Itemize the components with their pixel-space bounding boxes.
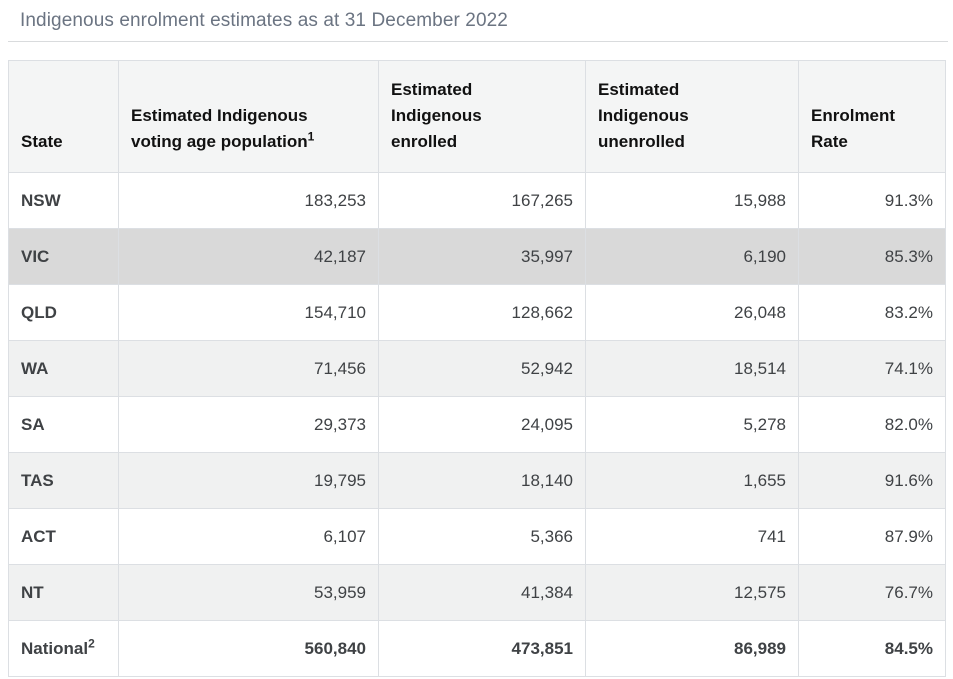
column-header-state: State: [8, 60, 119, 173]
enrolment-rate-cell: 84.5%: [798, 620, 946, 677]
table-row-qld: QLD 154,710 128,662 26,048 83.2%: [8, 284, 946, 341]
state-cell: VIC: [8, 228, 119, 285]
population-cell: 6,107: [118, 508, 379, 565]
state-cell: TAS: [8, 452, 119, 509]
unenrolled-cell: 741: [585, 508, 799, 565]
enrolment-rate-cell: 83.2%: [798, 284, 946, 341]
unenrolled-cell: 6,190: [585, 228, 799, 285]
state-cell: WA: [8, 340, 119, 397]
enrolled-cell: 18,140: [378, 452, 586, 509]
unenrolled-cell: 5,278: [585, 396, 799, 453]
enrolled-cell: 35,997: [378, 228, 586, 285]
enrolled-cell: 473,851: [378, 620, 586, 677]
population-cell: 42,187: [118, 228, 379, 285]
unenrolled-cell: 86,989: [585, 620, 799, 677]
column-header-unenrolled: Estimated Indigenous unenrolled: [585, 60, 799, 173]
population-cell: 53,959: [118, 564, 379, 621]
enrolment-rate-cell: 91.3%: [798, 172, 946, 229]
population-cell: 183,253: [118, 172, 379, 229]
enrolled-cell: 52,942: [378, 340, 586, 397]
column-header-voting-age-population: Estimated Indigenous voting age populati…: [118, 60, 379, 173]
unenrolled-cell: 12,575: [585, 564, 799, 621]
enrolment-rate-cell: 76.7%: [798, 564, 946, 621]
state-cell: National2: [8, 620, 119, 677]
enrolment-rate-cell: 85.3%: [798, 228, 946, 285]
enrolled-cell: 24,095: [378, 396, 586, 453]
state-cell: NT: [8, 564, 119, 621]
footnote-marker-2: 2: [88, 635, 95, 650]
population-cell: 154,710: [118, 284, 379, 341]
population-cell: 29,373: [118, 396, 379, 453]
enrolled-cell: 167,265: [378, 172, 586, 229]
unenrolled-cell: 18,514: [585, 340, 799, 397]
enrolment-rate-cell: 74.1%: [798, 340, 946, 397]
unenrolled-cell: 26,048: [585, 284, 799, 341]
table-row-nsw: NSW 183,253 167,265 15,988 91.3%: [8, 172, 946, 229]
enrolled-cell: 128,662: [378, 284, 586, 341]
unenrolled-cell: 1,655: [585, 452, 799, 509]
table-row-national-total: National2 560,840 473,851 86,989 84.5%: [8, 620, 946, 677]
unenrolled-cell: 15,988: [585, 172, 799, 229]
enrolment-estimates-table: State Estimated Indigenous voting age po…: [8, 60, 946, 677]
footnote-marker-1: 1: [307, 129, 315, 144]
enrolment-rate-cell: 91.6%: [798, 452, 946, 509]
table-row-nt: NT 53,959 41,384 12,575 76.7%: [8, 564, 946, 621]
state-cell: QLD: [8, 284, 119, 341]
enrolment-rate-cell: 87.9%: [798, 508, 946, 565]
table-row-wa: WA 71,456 52,942 18,514 74.1%: [8, 340, 946, 397]
page-title: Indigenous enrolment estimates as at 31 …: [20, 10, 508, 31]
enrolled-cell: 41,384: [378, 564, 586, 621]
enrolled-cell: 5,366: [378, 508, 586, 565]
table-row-sa: SA 29,373 24,095 5,278 82.0%: [8, 396, 946, 453]
table-row-act: ACT 6,107 5,366 741 87.9%: [8, 508, 946, 565]
title-divider: [8, 41, 948, 42]
population-cell: 560,840: [118, 620, 379, 677]
population-cell: 71,456: [118, 340, 379, 397]
column-header-enrolment-rate: Enrolment Rate: [798, 60, 946, 173]
table-row-tas: TAS 19,795 18,140 1,655 91.6%: [8, 452, 946, 509]
population-cell: 19,795: [118, 452, 379, 509]
state-cell: NSW: [8, 172, 119, 229]
table-row-vic-highlighted: VIC 42,187 35,997 6,190 85.3%: [8, 228, 946, 285]
table-body: NSW 183,253 167,265 15,988 91.3% VIC 42,…: [8, 172, 946, 677]
column-header-enrolled: Estimated Indigenous enrolled: [378, 60, 586, 173]
state-cell: SA: [8, 396, 119, 453]
header-row: State Estimated Indigenous voting age po…: [8, 60, 946, 173]
enrolment-rate-cell: 82.0%: [798, 396, 946, 453]
state-cell: ACT: [8, 508, 119, 565]
table-header: State Estimated Indigenous voting age po…: [8, 60, 946, 173]
